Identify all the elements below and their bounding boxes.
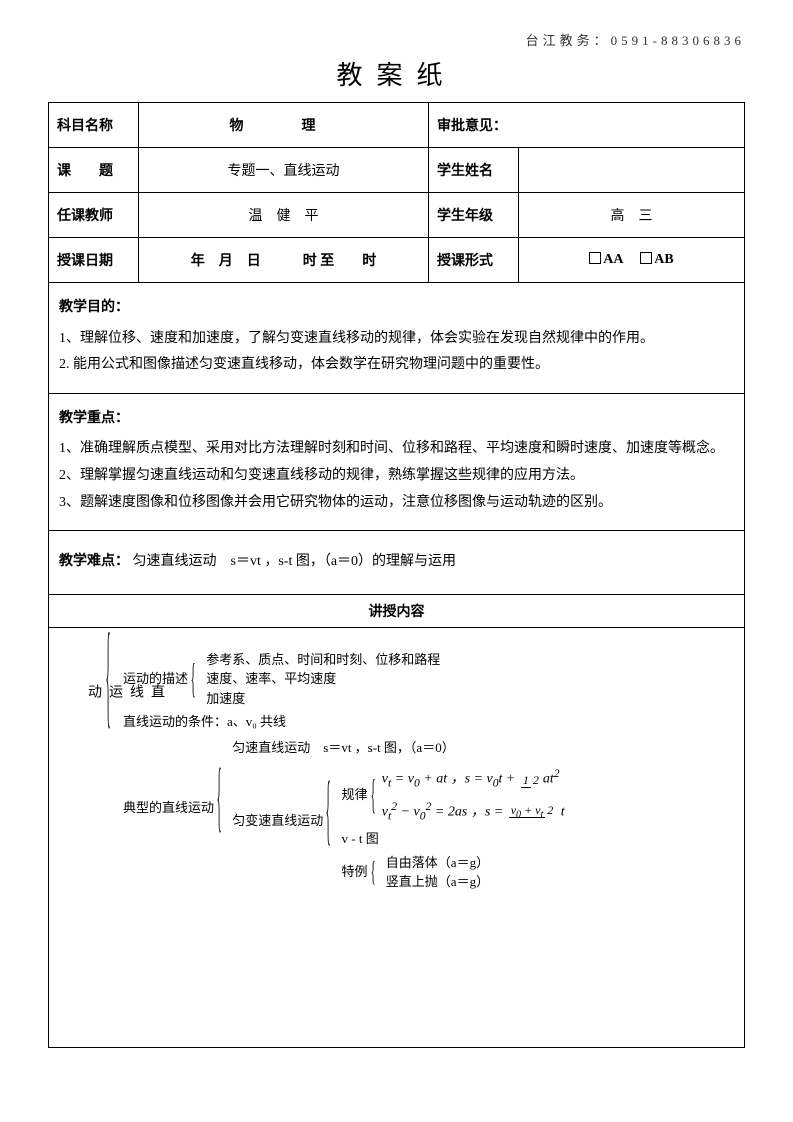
header-org-phone: 台江教务：0591-88306836 [48,30,745,49]
mode-cell: AA AB [519,238,745,283]
date-value: 年 月 日 时 至 时 [139,238,429,283]
node-typical: 典型的直线运动 { 匀速直线运动 s＝vt ，s-t 图，（a＝0） 匀变速直线… [123,738,743,896]
mode-ab: AB [654,252,673,267]
topic-value: 专题一、直线运动 [139,148,429,193]
document-title: 教案纸 [48,55,745,92]
n1-label: 运动的描述 [123,669,188,689]
sp2: 竖直上抛（a＝g） [386,872,489,892]
n3-b-1: 规律 [342,785,368,805]
difficulty-title: 教学难点： [59,554,129,569]
n3-b-3: 特例 [342,862,368,882]
n2: 直线运动的条件：a、v₀ 共线 [123,712,743,732]
teacher-label: 任课教师 [49,193,139,238]
purpose-section: 教学目的： 1、理解位移、速度和加速度，了解匀变速直线移动的规律，体会实验在发现… [48,283,745,394]
purpose-p2: 2. 能用公式和图像描述匀变速直线移动，体会数学在研究物理问题中的重要性。 [59,352,734,379]
n3-a: 匀速直线运动 s＝vt ，s-t 图，（a＝0） [232,738,564,758]
focus-p1: 1、准确理解质点模型、采用对比方法理解时刻和时间、位移和路程、平均速度和瞬时速度… [59,436,734,463]
n1-b: 速度、速率、平均速度 [206,669,440,689]
focus-section: 教学重点： 1、准确理解质点模型、采用对比方法理解时刻和时间、位移和路程、平均速… [48,394,745,531]
mode-label: 授课形式 [429,238,519,283]
checkbox-aa-icon[interactable] [589,252,601,264]
eq1: vt = v0 + at ，s = v0t + 12at2 [382,765,565,792]
difficulty-section: 教学难点： 匀速直线运动 s＝vt ，s-t 图，（a＝0）的理解与运用 [48,531,745,595]
n3-b-children: 规律 { vt = v0 + at ，s = v0t + 12at2 vt2 −… [334,763,565,893]
special-children: 自由落体（a＝g） 竖直上抛（a＝g） [378,853,489,892]
subject-value: 物 理 [139,103,429,148]
grade-label: 学生年级 [429,193,519,238]
student-name-label: 学生姓名 [429,148,519,193]
n3-b-2: v - t 图 [342,829,565,849]
focus-p2: 2、理解掌握匀速直线运动和匀变速直线移动的规律，熟练掌握这些规律的应用方法。 [59,463,734,490]
n1-a: 参考系、质点、时间和时刻、位移和路程 [206,650,440,670]
mode-aa: AA [603,252,622,267]
n1-children: 参考系、质点、时间和时刻、位移和路程 速度、速率、平均速度 加速度 [198,650,440,709]
eq2: vt2 − v02 = 2as ，s = v0 + vt2 t [382,798,565,825]
header-org: 台江教务： [526,33,611,48]
n3-b-label: 匀变速直线运动 [232,763,323,831]
equations: vt = v0 + at ，s = v0t + 12at2 vt2 − v02 … [378,765,565,825]
purpose-title: 教学目的： [59,295,734,322]
subject-label: 科目名称 [49,103,139,148]
node-rules: 规律 { vt = v0 + at ，s = v0t + 12at2 vt2 −… [342,765,565,825]
sp1: 自由落体（a＝g） [386,853,489,873]
focus-p3: 3、题解速度图像和位移图像并会用它研究物体的运动，注意位移图像与运动轨迹的区别。 [59,490,734,517]
n3-children: 匀速直线运动 s＝vt ，s-t 图，（a＝0） 匀变速直线运动 { 规律 { [224,738,564,896]
approval-label: 审批意见： [429,103,745,148]
node-description: 运动的描述 { 参考系、质点、时间和时刻、位移和路程 速度、速率、平均速度 加速… [123,650,743,709]
grade-value: 高 三 [519,193,745,238]
difficulty-text: 匀速直线运动 s＝vt ，s-t 图，（a＝0）的理解与运用 [133,554,457,569]
topic-label: 课 题 [49,148,139,193]
content-body: 直线运动 { 运动的描述 { 参考系、质点、时间和时刻、位移和路程 速度、速率、… [48,628,745,1048]
n3-label: 典型的直线运动 [123,738,214,818]
teacher-value: 温 健 平 [139,193,429,238]
purpose-p1: 1、理解位移、速度和加速度，了解匀变速直线移动的规律，体会实验在发现自然规律中的… [59,326,734,353]
focus-title: 教学重点： [59,406,734,433]
root-brace-icon: { [103,666,113,686]
info-table: 科目名称 物 理 审批意见： 课 题 专题一、直线运动 学生姓名 任课教师 温 … [48,102,745,283]
node-uniform-accel: 匀变速直线运动 { 规律 { vt = v0 + at ，s = v0t + 1… [232,763,564,893]
student-name-value [519,148,745,193]
date-label: 授课日期 [49,238,139,283]
n1-c: 加速度 [206,689,440,709]
content-header: 讲授内容 [48,595,745,628]
checkbox-ab-icon[interactable] [640,252,652,264]
header-phone: 0591-88306836 [611,33,745,48]
node-special: 特例 { 自由落体（a＝g） 竖直上抛（a＝g） [342,853,565,892]
